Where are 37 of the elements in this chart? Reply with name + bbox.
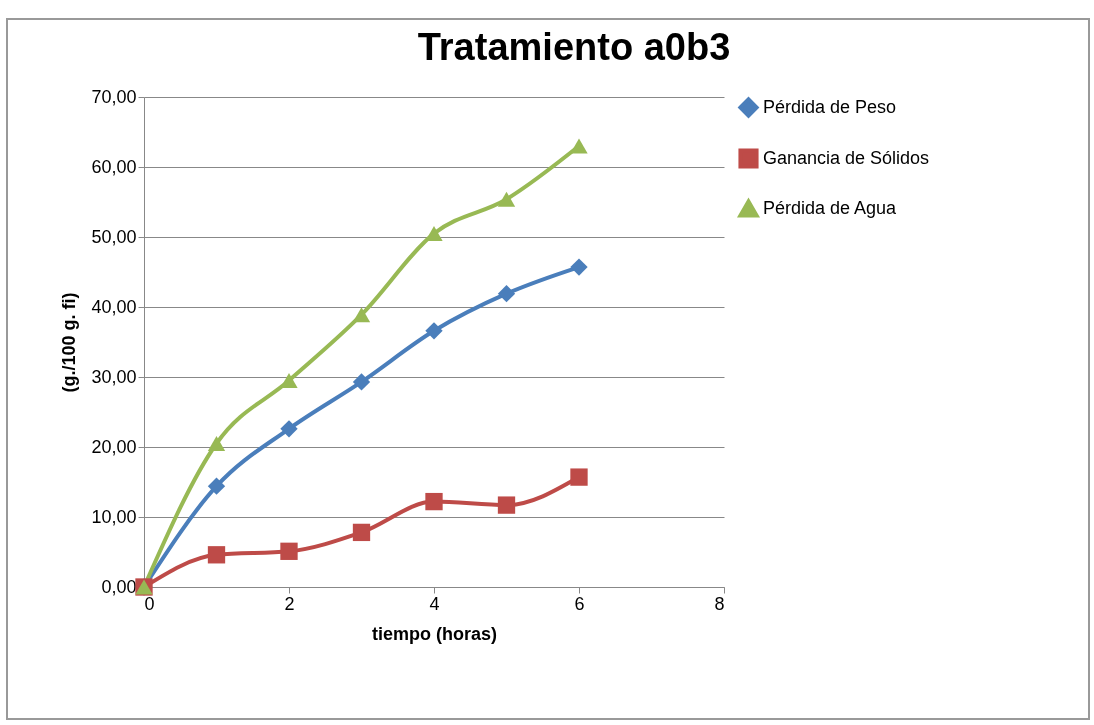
y-tick-label: 30,00 (91, 366, 137, 387)
point (352, 373, 371, 391)
x-tick-label: 8 (714, 593, 725, 614)
point (570, 138, 588, 154)
legend-label: Ganancia de Sólidos (763, 147, 930, 168)
legend-label: Pérdida de Agua (763, 197, 898, 218)
point (570, 468, 588, 486)
x-tick-label: 2 (284, 593, 295, 614)
chart-title: Tratamiento a0b3 (417, 26, 731, 68)
point (425, 226, 443, 241)
y-tick-label: 50,00 (91, 226, 137, 247)
point (280, 420, 298, 438)
point (207, 546, 226, 564)
y-axis-title: (g./100 g. fi) (59, 292, 80, 393)
y-tick-label: 0,00 (101, 576, 137, 597)
point (425, 322, 443, 340)
y-tick-label: 60,00 (91, 156, 137, 177)
point (352, 307, 371, 323)
point (352, 523, 371, 542)
point (207, 477, 226, 495)
point (497, 191, 516, 207)
point (570, 258, 588, 276)
x-tick-label: 0 (144, 593, 155, 614)
point (497, 496, 516, 514)
x-tick-label: 6 (574, 593, 585, 614)
point (207, 436, 226, 451)
point (425, 492, 443, 511)
legend-label: Pérdida de Peso (763, 96, 897, 117)
y-tick-label: 70,00 (91, 86, 137, 107)
y-tick-label: 40,00 (91, 296, 137, 317)
point (280, 373, 298, 388)
x-tick-label: 4 (429, 593, 440, 614)
y-tick-label: 10,00 (91, 506, 137, 527)
y-tick-label: 20,00 (91, 436, 137, 457)
point (280, 542, 298, 560)
x-axis-title: tiempo (horas) (371, 623, 498, 644)
point (497, 285, 516, 303)
